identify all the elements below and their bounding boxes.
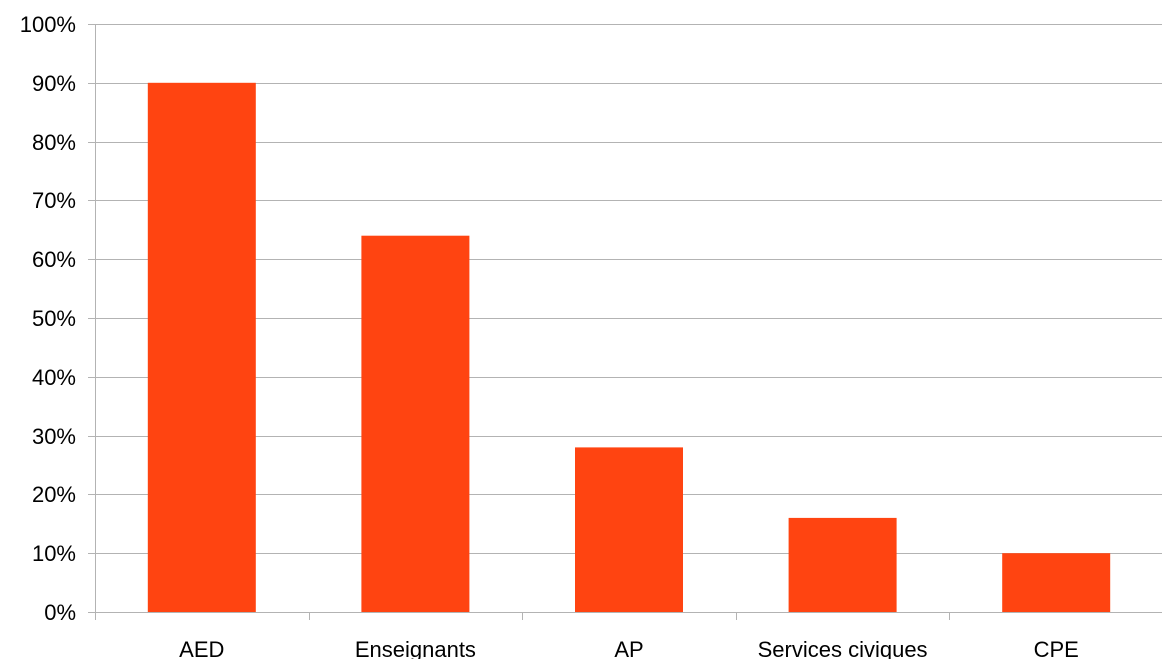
y-tick-label: 10%: [32, 541, 76, 566]
y-tick-label: 100%: [20, 12, 76, 37]
x-tick-label: CPE: [1034, 637, 1079, 659]
y-tick-labels: 0% 10% 20% 30% 40% 50% 60% 70% 80% 90% 100%: [20, 12, 76, 625]
x-tick-label: AP: [614, 637, 643, 659]
bar-ap: [575, 447, 683, 612]
bars: [147, 82, 1111, 613]
bar-aed: [147, 82, 256, 613]
bar-cpe: [1002, 553, 1111, 612]
x-tick-labels: AED Enseignants AP Services civiques CPE: [179, 637, 1079, 659]
y-tick-label: 20%: [32, 482, 76, 507]
y-tick-label: 60%: [32, 247, 76, 272]
x-tick-label: Services civiques: [758, 637, 928, 659]
axes: [88, 24, 1162, 620]
bar-services-civiques: [788, 517, 897, 612]
gridlines: [95, 24, 1162, 554]
x-tick-label: Enseignants: [355, 637, 476, 659]
y-tick-label: 90%: [32, 71, 76, 96]
bar-enseignants: [361, 235, 470, 612]
x-tick-label: AED: [179, 637, 224, 659]
y-tick-label: 30%: [32, 424, 76, 449]
y-tick-label: 80%: [32, 130, 76, 155]
y-tick-label: 70%: [32, 188, 76, 213]
y-tick-label: 50%: [32, 306, 76, 331]
y-tick-label: 40%: [32, 365, 76, 390]
y-tick-label: 0%: [44, 600, 76, 625]
